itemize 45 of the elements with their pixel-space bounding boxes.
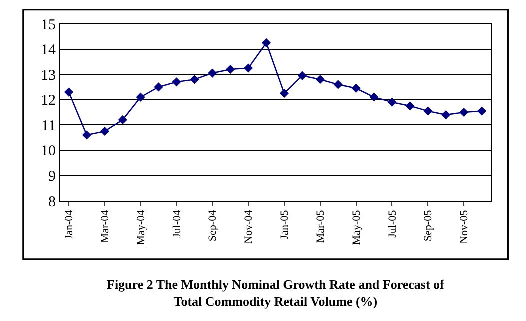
x-tick-label: May-05 <box>350 210 363 246</box>
point <box>424 106 433 116</box>
point <box>477 106 487 116</box>
point <box>370 92 379 102</box>
x-tick-label: Mar-05 <box>314 210 327 244</box>
text: Figure 2 The Monthly Nominal Growth Rate and Forecast of Total Commodity Retail Volume (%) <box>107 277 446 309</box>
y-tick-label: 12 <box>41 93 56 110</box>
y-tick-label: 14 <box>41 42 56 59</box>
point <box>244 64 254 73</box>
point <box>190 75 200 84</box>
point <box>334 80 343 90</box>
x-tick-label: Jan-04 <box>64 210 76 240</box>
point <box>136 92 146 102</box>
point <box>388 98 397 107</box>
x-tick-label: Sep-04 <box>207 210 220 242</box>
x-tick-label: Nov-04 <box>243 210 256 244</box>
x-tick-label: Jul-05 <box>386 210 399 238</box>
point <box>298 71 307 80</box>
x-tick-label: Jul-04 <box>171 210 184 238</box>
point <box>352 84 361 94</box>
x-tick-label: May-04 <box>135 210 148 246</box>
point <box>118 116 128 125</box>
y-tick-label: 9 <box>48 168 56 185</box>
point <box>82 130 92 140</box>
point <box>208 68 218 78</box>
point <box>172 78 182 87</box>
point <box>406 102 415 111</box>
point <box>316 75 325 84</box>
point <box>442 110 451 120</box>
point <box>154 82 164 92</box>
point <box>100 126 110 136</box>
x-tick-label: Mar-04 <box>99 210 112 244</box>
y-tick-label: 15 <box>41 17 56 34</box>
point <box>262 38 272 48</box>
y-tick-label: 13 <box>41 68 56 84</box>
x-tick-label: Sep-05 <box>422 210 435 242</box>
point <box>280 88 290 98</box>
point <box>460 108 469 118</box>
point <box>64 88 74 97</box>
x-tick-label: Nov-05 <box>458 210 471 244</box>
y-tick-label: 10 <box>41 144 56 160</box>
y-tick-label: 11 <box>42 118 56 134</box>
y-tick-label: 8 <box>48 194 56 210</box>
point <box>226 64 236 74</box>
x-tick-label: Jan-05 <box>279 210 292 240</box>
